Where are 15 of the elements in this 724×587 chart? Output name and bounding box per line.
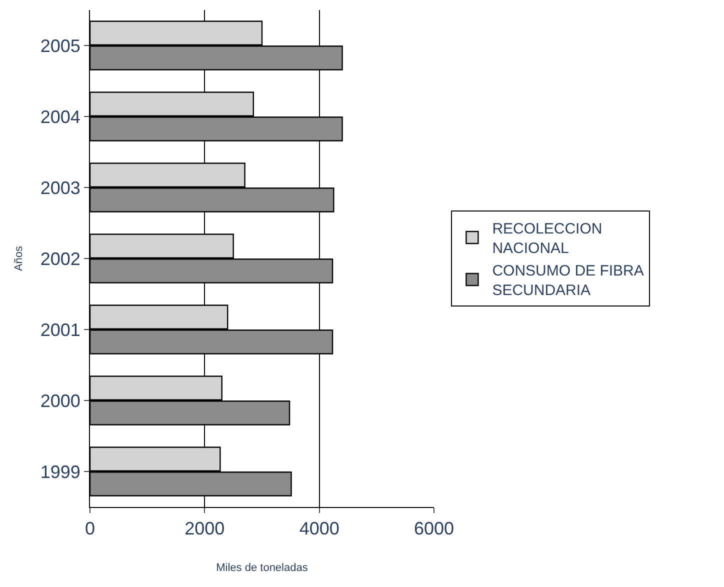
y-tick-label: 2005 bbox=[40, 36, 80, 56]
x-tick-label: 6000 bbox=[414, 518, 454, 539]
y-tick-label: 1999 bbox=[40, 462, 80, 482]
x-tick-label: 2000 bbox=[184, 518, 225, 539]
y-axis-title: Años bbox=[13, 245, 26, 272]
y-tick-label: 2000 bbox=[40, 390, 80, 411]
legend-label: RECOLECCION NACIONAL bbox=[492, 220, 602, 258]
y-tick-label: 2001 bbox=[40, 320, 80, 340]
legend-label: CONSUMO DE FIBRA SECUNDARIA bbox=[492, 262, 644, 300]
x-tick-label: 4000 bbox=[299, 518, 340, 539]
y-tick-label: 2004 bbox=[40, 106, 80, 127]
y-tick-label: 2003 bbox=[40, 178, 80, 198]
x-axis-title: Miles de toneladas bbox=[216, 562, 308, 574]
y-tick-label: 2002 bbox=[40, 248, 80, 269]
x-tick-label: 0 bbox=[84, 518, 96, 539]
